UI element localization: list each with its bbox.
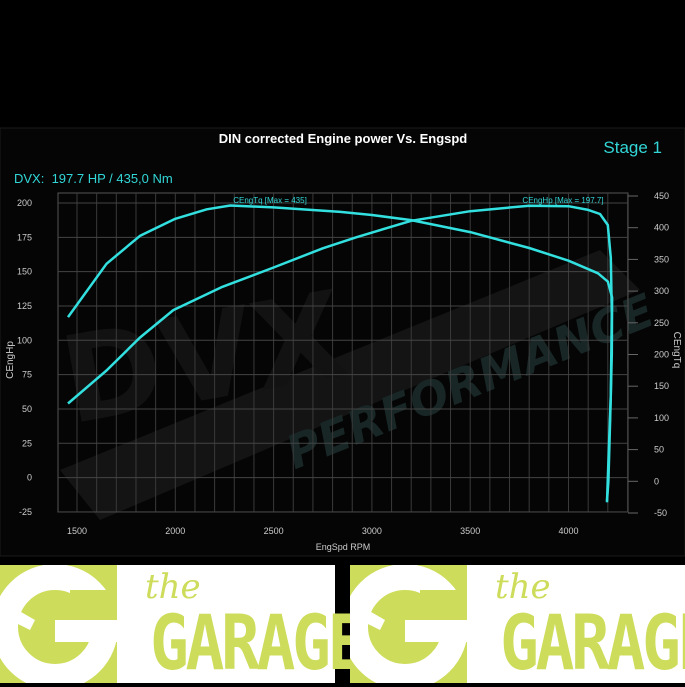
- garage-g-icon: [350, 565, 467, 683]
- torque-series-label: CEngTq [Max = 435]: [233, 196, 307, 205]
- y-left-tick-label: 25: [22, 438, 32, 448]
- garage-logo: the GARAGE: [350, 565, 685, 683]
- x-tick-label: 3500: [460, 526, 480, 536]
- y-left-tick-label: 0: [27, 473, 32, 483]
- chart-title: DIN corrected Engine power Vs. Engspd: [219, 131, 468, 146]
- garage-logo: the GARAGE: [0, 565, 335, 683]
- logo-garage: GARAGE: [150, 603, 363, 683]
- y-axis-right-label: CEngTq: [671, 332, 682, 369]
- y-left-tick-label: 200: [17, 198, 32, 208]
- x-tick-label: 3000: [362, 526, 382, 536]
- y-left-tick-label: 125: [17, 301, 32, 311]
- y-right-tick-label: -50: [654, 508, 667, 518]
- y-left-tick-label: 100: [17, 335, 32, 345]
- y-right-tick-label: 250: [654, 318, 669, 328]
- power-series-label: CEngHp [Max = 197.7]: [522, 196, 603, 205]
- y-right-tick-label: 0: [654, 476, 659, 486]
- y-right-tick-label: 350: [654, 254, 669, 264]
- y-right-tick-label: 450: [654, 191, 669, 201]
- y-right-tick-label: 100: [654, 413, 669, 423]
- x-tick-label: 4000: [558, 526, 578, 536]
- x-axis-label: EngSpd RPM: [316, 542, 371, 552]
- x-tick-label: 1500: [67, 526, 87, 536]
- y-right-tick-label: 50: [654, 445, 664, 455]
- y-left-tick-label: 50: [22, 404, 32, 414]
- y-axis-left-label: CEngHp: [5, 341, 16, 379]
- y-left-tick-label: -25: [19, 507, 32, 517]
- x-tick-label: 2500: [264, 526, 284, 536]
- x-tick-label: 2000: [165, 526, 185, 536]
- y-left-tick-label: 175: [17, 232, 32, 242]
- y-left-tick-label: 150: [17, 267, 32, 277]
- y-right-tick-label: 300: [654, 286, 669, 296]
- y-right-tick-label: 150: [654, 381, 669, 391]
- stage-label: Stage 1: [603, 138, 662, 157]
- garage-g-icon: [0, 565, 117, 683]
- summary-label: DVX: 197.7 HP / 435,0 Nm: [14, 171, 173, 186]
- logo-garage: GARAGE: [500, 603, 685, 683]
- y-right-tick-label: 200: [654, 350, 669, 360]
- y-right-tick-label: 400: [654, 223, 669, 233]
- y-left-tick-label: 75: [22, 370, 32, 380]
